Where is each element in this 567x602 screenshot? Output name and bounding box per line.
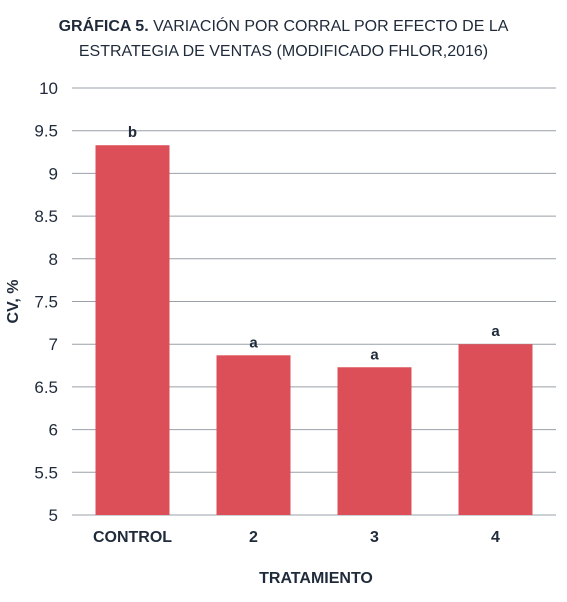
bar-data-label: b [128, 124, 137, 141]
bar [458, 344, 533, 515]
x-axis-label: TRATAMIENTO [259, 570, 373, 587]
y-tick-label: 9.5 [34, 122, 58, 141]
chart-title-line1: VARIACIÓN POR CORRAL POR EFECTO DE LA [148, 18, 509, 35]
chart-title-number: GRÁFICA 5. [58, 18, 149, 35]
y-tick-label: 5 [49, 506, 58, 525]
x-tick-label: 4 [491, 529, 500, 546]
y-tick-label: 6.5 [34, 378, 58, 397]
bar [216, 355, 291, 515]
chart-title: GRÁFICA 5. VARIACIÓN POR CORRAL POR EFEC… [0, 14, 567, 64]
chart-title-line2: ESTRATEGIA DE VENTAS (MODIFICADO FHLOR,2… [78, 43, 489, 60]
bar [95, 145, 170, 515]
y-tick-label: 8.5 [34, 207, 58, 226]
y-tick-label: 7.5 [34, 293, 58, 312]
y-tick-label: 9 [49, 164, 58, 183]
bar-data-label: a [491, 323, 500, 340]
y-axis-label: CV, % [5, 280, 22, 324]
y-tick-label: 7 [49, 335, 58, 354]
y-tick-label: 8 [49, 250, 58, 269]
y-tick-label: 10 [39, 79, 58, 98]
x-tick-label: 2 [249, 529, 258, 546]
x-tick-label: CONTROL [93, 529, 172, 546]
x-tick-label: 3 [370, 529, 379, 546]
y-tick-label: 6 [49, 421, 58, 440]
bar [337, 367, 412, 515]
y-tick-label: 5.5 [34, 463, 58, 482]
bar-data-label: a [249, 334, 258, 351]
bar-data-label: a [370, 346, 379, 363]
